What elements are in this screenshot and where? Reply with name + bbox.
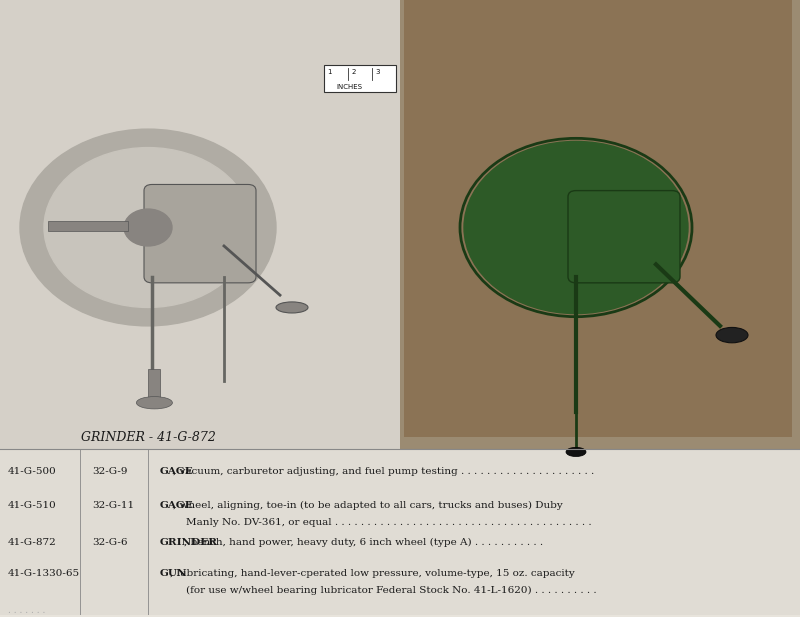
Text: 32-G-6: 32-G-6 — [92, 539, 127, 547]
Text: GAGE: GAGE — [160, 467, 194, 476]
Text: (for use w/wheel bearing lubricator Federal Stock No. 41-L-1620) . . . . . . . .: (for use w/wheel bearing lubricator Fede… — [160, 586, 597, 595]
Text: GAGE: GAGE — [160, 501, 194, 510]
Bar — [400, 0, 800, 449]
Bar — [48, 222, 128, 231]
Text: 3: 3 — [375, 69, 380, 75]
Bar — [0, 449, 800, 615]
Bar — [0, 0, 400, 449]
Circle shape — [20, 129, 276, 326]
Text: 41-G-1330-65: 41-G-1330-65 — [8, 569, 80, 578]
Ellipse shape — [276, 302, 308, 313]
Bar — [324, 65, 396, 92]
Text: GRINDER: GRINDER — [160, 539, 218, 547]
FancyBboxPatch shape — [568, 191, 680, 283]
Circle shape — [124, 209, 172, 246]
Text: 2: 2 — [351, 69, 356, 75]
Text: 41-G-510: 41-G-510 — [8, 501, 57, 510]
Text: GUN: GUN — [160, 569, 187, 578]
Text: Manly No. DV-361, or equal . . . . . . . . . . . . . . . . . . . . . . . . . . .: Manly No. DV-361, or equal . . . . . . .… — [160, 518, 592, 528]
Text: INCHES: INCHES — [337, 84, 362, 89]
Text: 32-G-9: 32-G-9 — [92, 467, 127, 476]
Text: , lubricating, hand-lever-cperated low pressure, volume-type, 15 oz. capacity: , lubricating, hand-lever-cperated low p… — [170, 569, 575, 578]
Ellipse shape — [716, 328, 748, 343]
Text: 32-G-11: 32-G-11 — [92, 501, 134, 510]
Text: , vacuum, carburetor adjusting, and fuel pump testing . . . . . . . . . . . . . : , vacuum, carburetor adjusting, and fuel… — [174, 467, 594, 476]
Bar — [148, 369, 160, 400]
Text: GRINDER - 41-G-872: GRINDER - 41-G-872 — [81, 431, 215, 444]
Ellipse shape — [136, 397, 173, 409]
Text: . . . . . . .: . . . . . . . — [8, 606, 46, 615]
Text: 41-G-500: 41-G-500 — [8, 467, 57, 476]
Bar — [404, 0, 792, 437]
FancyBboxPatch shape — [144, 184, 256, 283]
Text: , bench, hand power, heavy duty, 6 inch wheel (type A) . . . . . . . . . . .: , bench, hand power, heavy duty, 6 inch … — [183, 539, 542, 547]
Text: , wheel, aligning, toe-in (to be adapted to all cars, trucks and buses) Duby: , wheel, aligning, toe-in (to be adapted… — [174, 501, 563, 510]
Ellipse shape — [566, 447, 586, 457]
Circle shape — [44, 147, 252, 307]
Circle shape — [464, 141, 688, 313]
Text: 41-G-872: 41-G-872 — [8, 539, 57, 547]
Text: 1: 1 — [327, 69, 332, 75]
